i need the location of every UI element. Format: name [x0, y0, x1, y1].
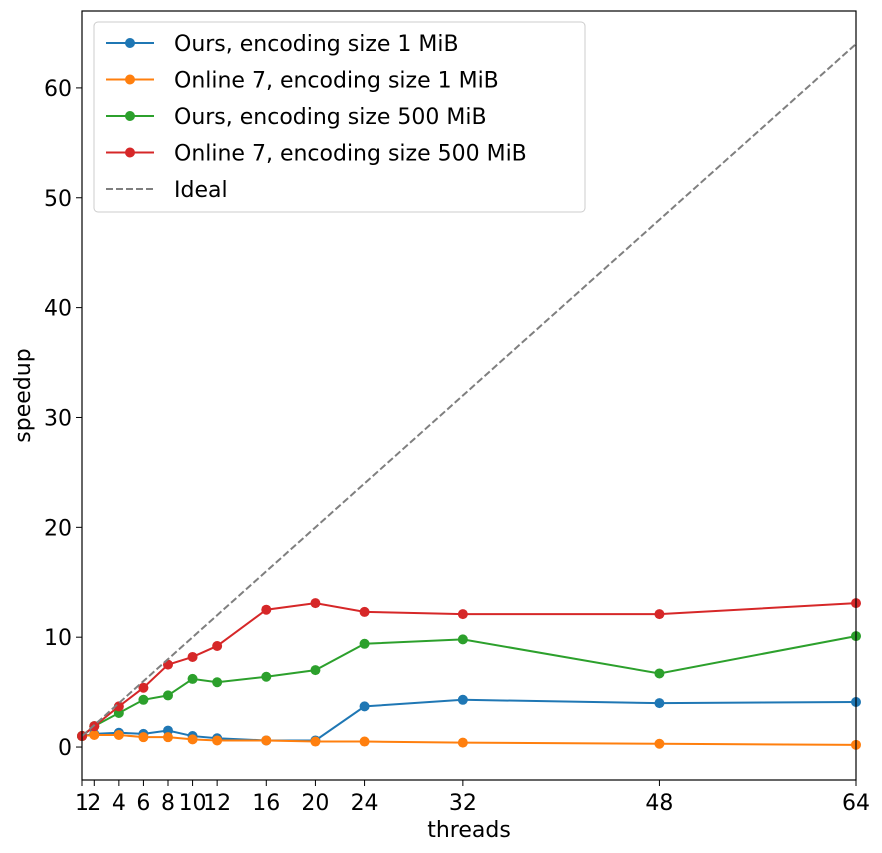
series-3-point: [138, 694, 149, 705]
series-2-point: [654, 738, 665, 749]
series-2-point: [457, 737, 468, 748]
series-4-point: [261, 604, 272, 615]
series-2-point: [187, 734, 198, 745]
legend-box: [93, 21, 586, 213]
series-2-point: [89, 729, 100, 740]
x-tick-label: 32: [449, 791, 477, 816]
x-tick-label: 4: [112, 791, 126, 816]
legend-item-3-label: Ours, encoding size 500 MiB: [174, 105, 487, 130]
series-3-point: [163, 690, 173, 701]
legend-item-4-label: Online 7, encoding size 500 MiB: [174, 142, 527, 167]
series-1-line: [81, 698, 857, 742]
series-4-point: [212, 640, 223, 651]
x-tick-label: 2: [87, 791, 101, 816]
legend-item-1-label: Ours, encoding size 1 MiB: [174, 32, 459, 57]
x-tick-label: 20: [301, 791, 329, 816]
series-3-point: [310, 665, 321, 676]
x-tick-label: 6: [136, 791, 150, 816]
y-tick-label: 0: [58, 736, 72, 761]
x-tick-label: 10: [179, 791, 207, 816]
y-axis-label: speedup: [11, 348, 36, 442]
series-3-point: [212, 677, 223, 688]
series-4-point: [310, 598, 321, 609]
x-tick-label: 64: [842, 791, 870, 816]
series-2-point: [138, 732, 149, 743]
series-3-point: [654, 668, 665, 679]
series-2-point: [212, 735, 223, 746]
y-tick-label: 50: [44, 187, 72, 212]
x-tick-label: 12: [203, 791, 231, 816]
legend-item-1-marker: [125, 38, 135, 48]
plot-layer: [77, 43, 861, 750]
x-tick-label: 48: [645, 791, 673, 816]
y-tick-label: 20: [44, 516, 72, 541]
series-4-point: [654, 609, 665, 620]
legend-item-4-marker: [125, 147, 135, 158]
y-tick-label: 40: [44, 297, 72, 322]
legend-item-5-label: Ideal: [174, 178, 228, 203]
y-tick-label: 60: [44, 77, 72, 102]
series-4-point: [187, 651, 198, 662]
series-4-point: [359, 606, 370, 617]
x-tick-label: 24: [351, 791, 379, 816]
x-tick-label: 1: [75, 791, 89, 816]
series-2-point: [310, 736, 321, 747]
series-1-point: [457, 694, 468, 705]
x-tick-label: 8: [161, 791, 175, 816]
series-3-point: [261, 671, 272, 682]
legend-item-2-marker: [125, 74, 135, 85]
series-3-point: [359, 638, 370, 649]
series-2-point: [163, 732, 173, 743]
series-2-point: [359, 736, 370, 747]
series-1-point: [654, 698, 665, 709]
x-tick-label: 16: [252, 791, 280, 816]
series-3-line: [81, 635, 857, 737]
series-4-point: [457, 609, 468, 620]
series-5-line: [81, 43, 857, 737]
y-tick-label: 30: [44, 406, 72, 431]
series-2-point: [261, 735, 272, 746]
legend-item-3-marker: [125, 111, 135, 121]
plot-frame: [81, 10, 857, 781]
legend: Ours, encoding size 1 MiB Online 7, encod…: [93, 21, 586, 213]
series-4-point: [113, 701, 124, 712]
y-tick-label: 10: [44, 626, 72, 651]
series-1-point: [359, 701, 370, 712]
series-2-point: [113, 729, 124, 740]
series-4-point: [138, 682, 149, 693]
x-axis-label: threads: [427, 818, 511, 843]
series-3-point: [187, 673, 198, 684]
series-3-point: [457, 634, 468, 645]
series-4-line: [81, 602, 857, 737]
legend-item-2-label: Online 7, encoding size 1 MiB: [174, 69, 499, 94]
